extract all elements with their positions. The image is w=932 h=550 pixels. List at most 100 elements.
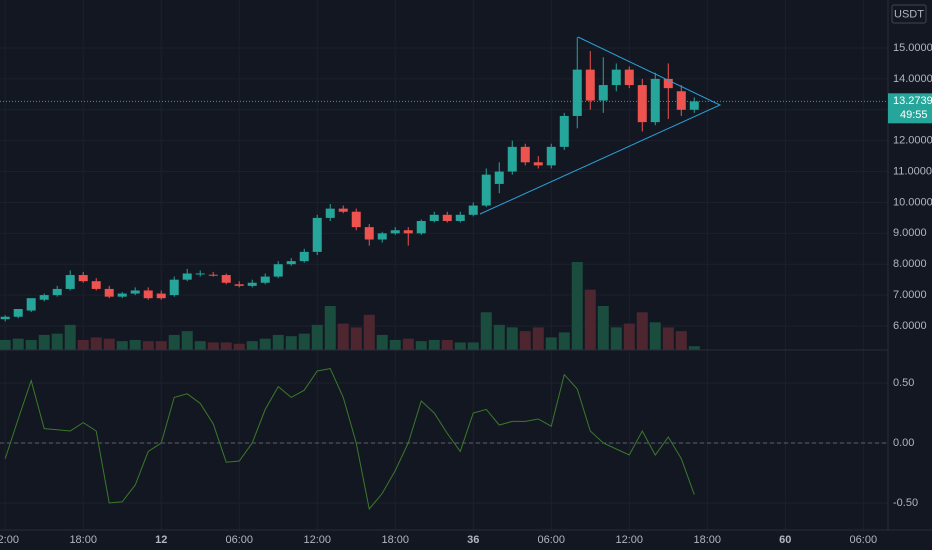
- volume-bar: [584, 289, 596, 350]
- x-tick-label: 12:00: [303, 534, 331, 546]
- candle-body: [169, 279, 179, 296]
- candle-body: [403, 230, 413, 234]
- volume-bar: [363, 314, 375, 350]
- candle-body: [494, 171, 504, 184]
- y-tick-label: 7.0000: [893, 289, 927, 301]
- candle-body: [104, 288, 114, 297]
- volume-bar: [311, 324, 323, 350]
- volume-bar: [129, 339, 141, 350]
- volume-bar: [25, 339, 37, 350]
- candle-body: [0, 316, 10, 320]
- volume-bar: [272, 334, 284, 350]
- candle-body: [520, 146, 530, 163]
- candle-body: [338, 208, 348, 212]
- volume-bar: [415, 341, 427, 350]
- candle-body: [195, 273, 205, 275]
- candle-body: [247, 282, 257, 286]
- volume-layer: [0, 262, 700, 350]
- oscillator-line: [4, 368, 695, 511]
- volume-bar: [480, 312, 492, 350]
- y-tick-label: -0.50: [893, 497, 918, 509]
- candle-body: [39, 295, 49, 300]
- volume-bar: [155, 341, 167, 350]
- candle-body: [130, 290, 140, 294]
- volume-bar: [571, 262, 583, 350]
- candle-body: [182, 273, 192, 280]
- candle-body: [377, 233, 387, 240]
- volume-bar: [493, 324, 505, 350]
- x-tick-label: 18:00: [69, 534, 97, 546]
- volume-bar: [337, 323, 349, 350]
- volume-bar: [246, 341, 258, 350]
- candle-body: [91, 281, 101, 289]
- y-tick-label: 15.0000: [893, 42, 932, 54]
- currency-label: USDT: [894, 8, 924, 20]
- volume-bar: [38, 334, 50, 350]
- grid: [0, 0, 888, 530]
- x-tick-label: 18:00: [381, 534, 409, 546]
- candle-body: [468, 205, 478, 215]
- volume-bar: [0, 339, 11, 350]
- volume-bar: [350, 327, 362, 350]
- countdown-label: 49:55: [900, 109, 928, 121]
- y-tick-label: 0.00: [893, 437, 914, 449]
- volume-bar: [207, 342, 219, 350]
- volume-bar: [519, 331, 531, 350]
- candle-body: [143, 290, 153, 299]
- x-tick-label: 06:00: [850, 534, 878, 546]
- x-tick-label: 60: [779, 534, 791, 546]
- last-price-label: 13.2739: [893, 95, 932, 107]
- last-price-box: [888, 93, 932, 124]
- y-tick-label: 11.0000: [893, 165, 932, 177]
- volume-bar: [64, 324, 76, 350]
- volume-bar: [467, 342, 479, 350]
- candle-body: [455, 214, 465, 221]
- volume-bar: [389, 339, 401, 350]
- volume-bar: [259, 338, 271, 350]
- candle-body: [689, 101, 699, 110]
- candle-body: [26, 298, 36, 311]
- volume-bar: [298, 333, 310, 350]
- candle-body: [234, 284, 244, 286]
- candle-body: [546, 146, 556, 166]
- candle-body: [598, 85, 608, 101]
- volume-bar: [181, 331, 193, 350]
- y-tick-label: 6.0000: [893, 320, 927, 332]
- volume-bar: [116, 341, 128, 350]
- candle-body: [624, 69, 634, 86]
- volume-bar: [649, 322, 661, 350]
- candle-body: [78, 275, 88, 282]
- candle-body: [429, 214, 439, 221]
- candle-body: [442, 214, 452, 221]
- volume-bar: [688, 346, 700, 350]
- candle-body: [13, 309, 23, 317]
- candle-body: [286, 261, 296, 265]
- volume-bar: [636, 312, 648, 350]
- volume-bar: [77, 339, 89, 350]
- candle-body: [312, 217, 322, 252]
- candle-body: [572, 69, 582, 116]
- x-tick-label: 06:00: [537, 534, 565, 546]
- candle-body: [364, 227, 374, 240]
- x-tick-label: 36: [467, 534, 479, 546]
- candle-body: [637, 85, 647, 123]
- y-tick-label: 9.0000: [893, 227, 927, 239]
- candle-body: [611, 69, 621, 86]
- y-tick-label: 0.50: [893, 377, 914, 389]
- candle-body: [481, 174, 491, 206]
- candle-body: [117, 293, 127, 297]
- candle-body: [507, 146, 517, 172]
- candle-body: [156, 293, 166, 299]
- volume-bar: [285, 336, 297, 350]
- candle-body: [585, 69, 595, 101]
- volume-bar: [558, 332, 570, 350]
- currency-box[interactable]: [891, 4, 927, 24]
- candle-body: [559, 115, 569, 147]
- candle-layer: [0, 37, 699, 322]
- volume-bar: [194, 341, 206, 350]
- volume-bar: [233, 343, 245, 350]
- volume-bar: [623, 323, 635, 350]
- oscillator-layer: [0, 368, 888, 511]
